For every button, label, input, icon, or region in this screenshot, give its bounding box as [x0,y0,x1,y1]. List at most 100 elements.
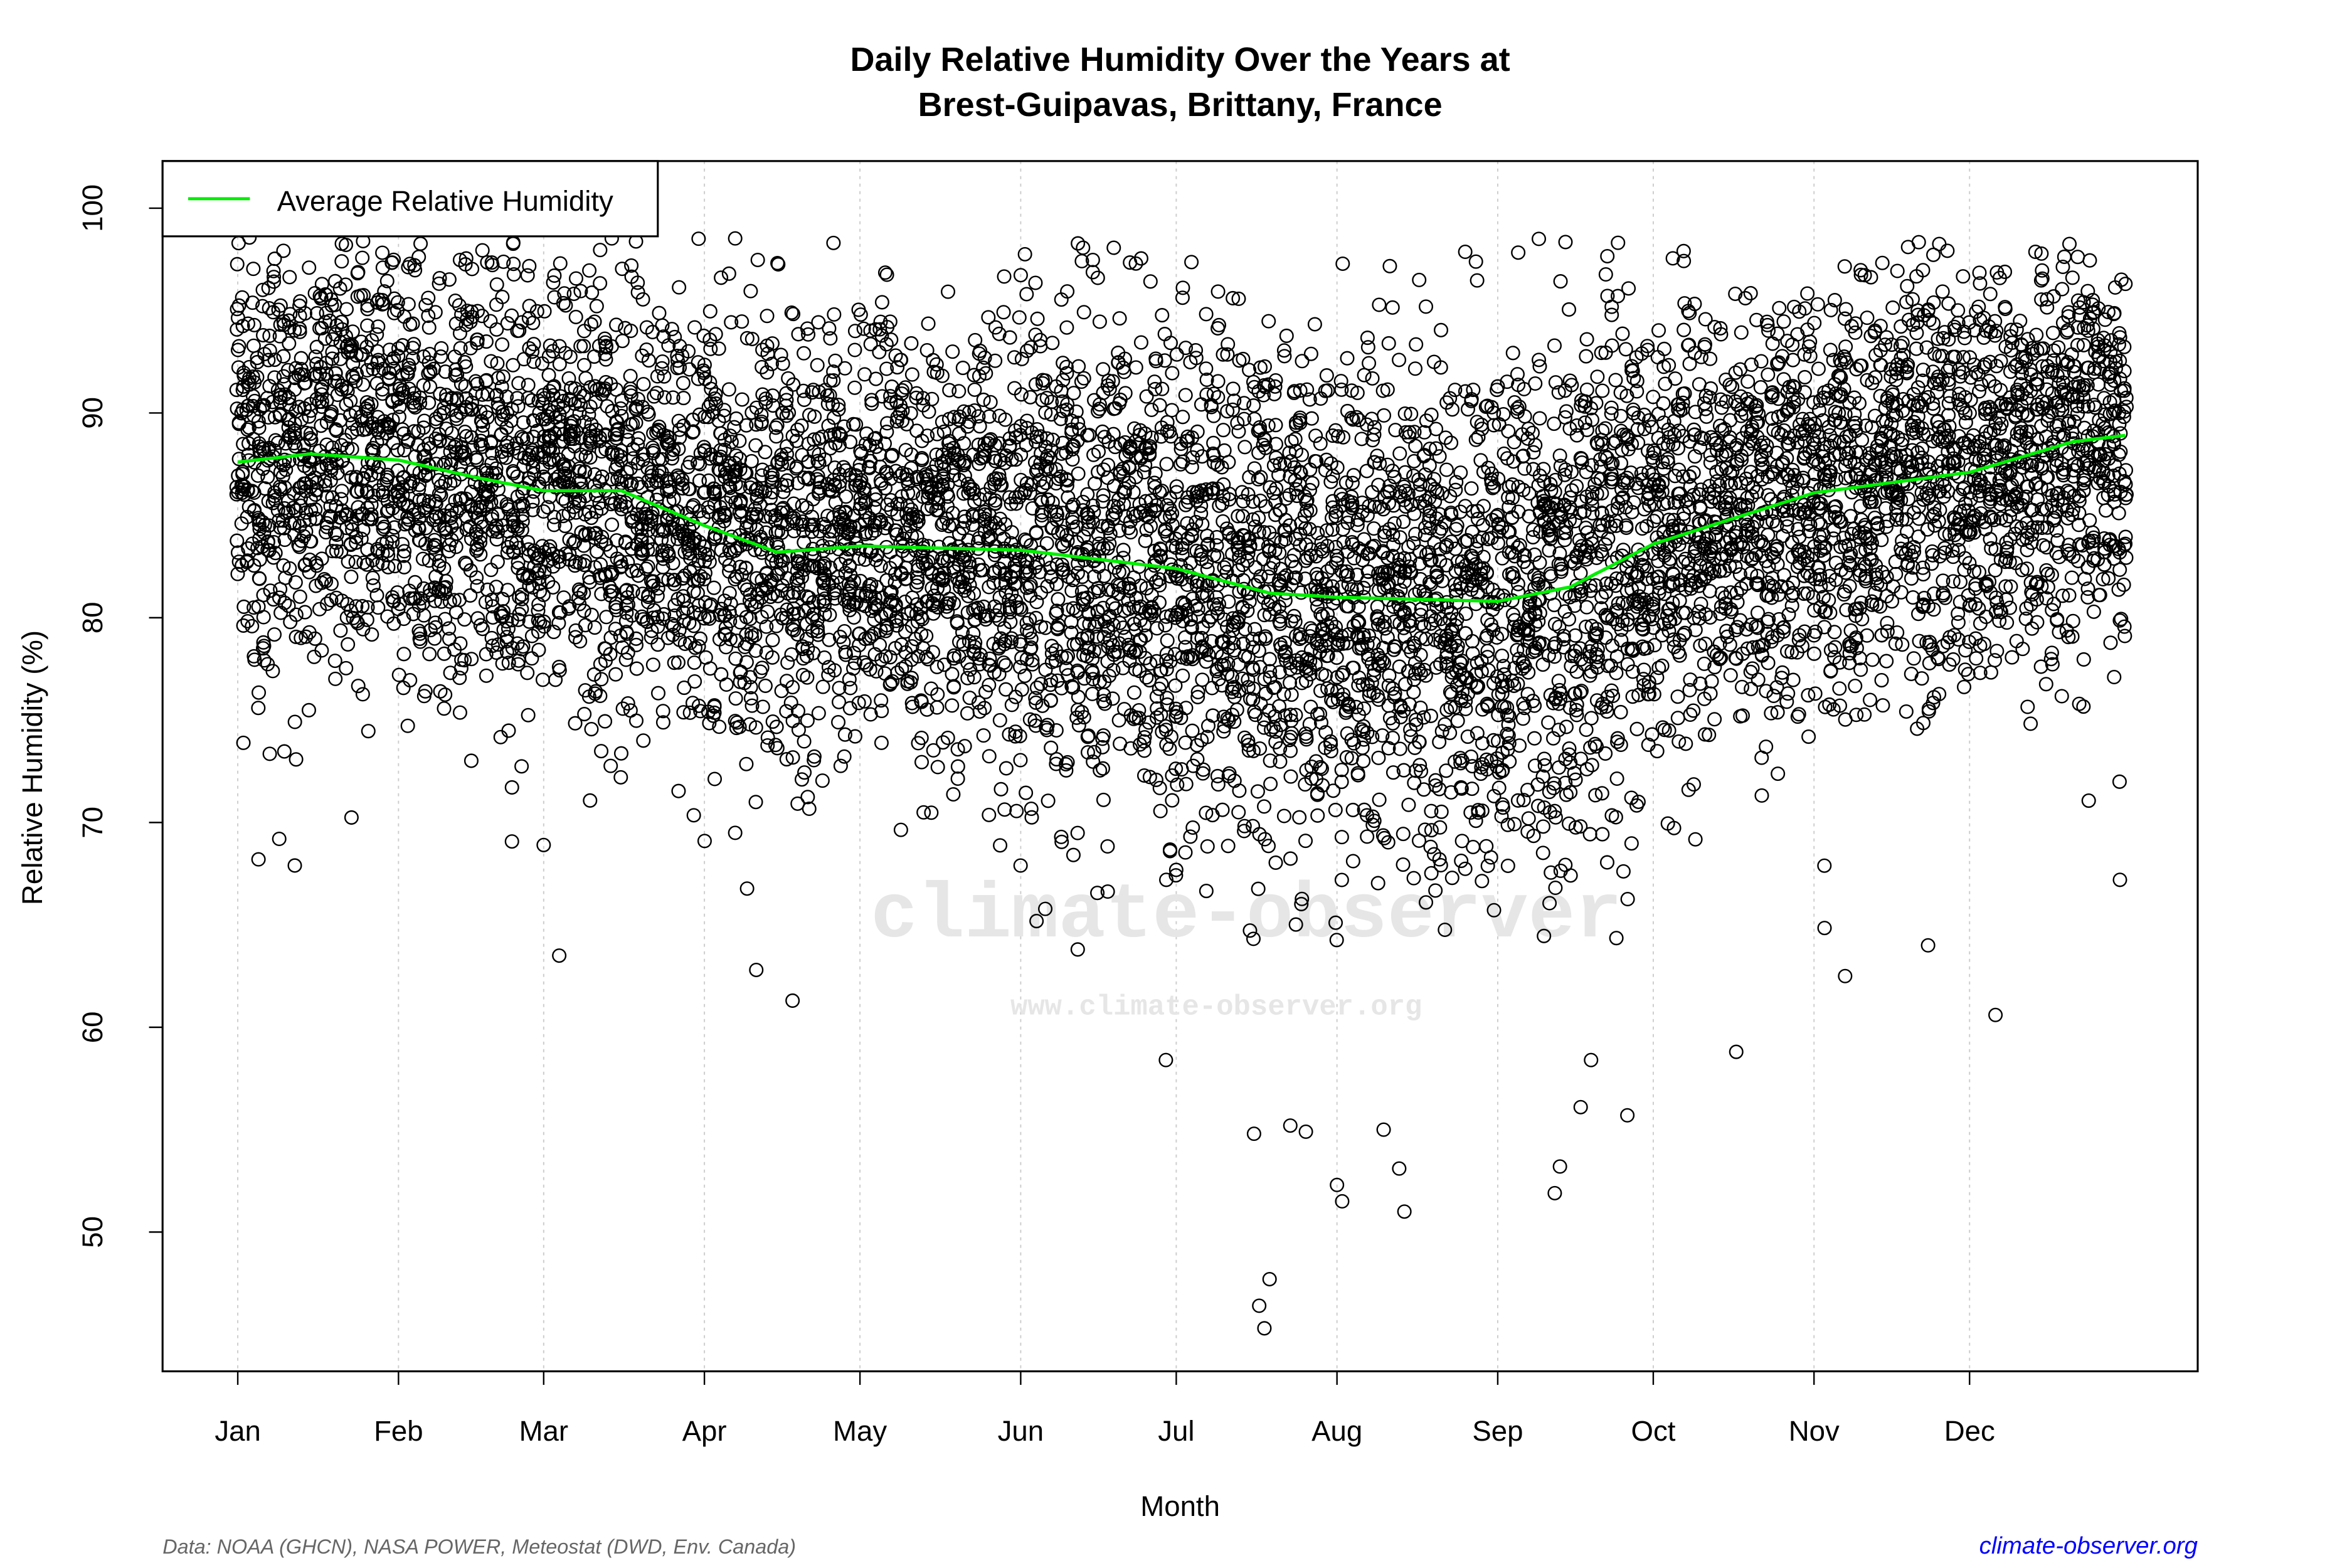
data-point [1269,418,1283,432]
data-point [816,774,829,787]
data-point [476,244,489,257]
data-point [1293,811,1306,824]
data-point [922,317,935,331]
data-point [630,662,644,675]
data-point [931,428,944,441]
data-point [1232,806,1245,819]
data-point [494,731,507,744]
data-point [1347,855,1360,868]
data-point [1373,793,1386,807]
data-point [801,671,814,684]
data-point [1041,537,1054,550]
data-point [1030,527,1043,540]
data-point [1285,688,1298,701]
data-point [984,396,997,409]
data-point [677,376,690,389]
data-point [704,305,717,318]
data-point [594,243,607,257]
data-point [341,638,354,651]
data-point [1179,736,1192,750]
data-point [289,576,302,589]
data-point [988,494,1002,507]
data-point [521,269,534,282]
data-point [983,750,996,763]
data-point [1029,277,1042,290]
data-point [521,666,534,679]
data-point [1358,369,1371,382]
data-point [988,497,1002,511]
data-point [1158,354,1172,367]
data-point [423,647,436,660]
data-point [832,716,845,729]
data-point [465,755,478,768]
data-point [464,589,477,602]
data-point [588,315,601,329]
scatter-points [230,231,2133,1335]
data-point [583,794,596,807]
data-point [1320,369,1333,382]
data-point [1366,372,1379,385]
data-point [598,715,612,728]
data-point [345,811,358,824]
data-point [278,745,291,758]
data-point [1158,327,1172,341]
data-point [1161,634,1174,647]
data-point [637,378,650,391]
data-point [667,492,681,506]
data-point [453,706,467,719]
data-point [1201,840,1214,853]
data-point [672,281,686,294]
data-point [1386,301,1399,314]
data-point [523,260,536,273]
data-point [502,724,516,738]
data-point [624,369,637,383]
data-point [526,652,539,665]
data-point [977,729,990,742]
data-point [759,445,772,458]
data-point [708,773,721,786]
data-point [1163,742,1176,755]
data-point [1180,778,1193,791]
data-point [1335,775,1348,788]
data-point [1263,653,1276,666]
data-point [485,563,498,576]
data-point [1150,622,1163,635]
data-point [894,824,908,837]
data-point [951,772,965,785]
data-point [1184,830,1197,844]
data-point [302,704,315,717]
data-point [1144,275,1157,288]
data-point [532,644,546,657]
data-point [340,303,353,316]
data-point [1155,309,1168,322]
data-point [1176,669,1189,682]
data-point [1274,755,1287,768]
data-point [906,368,919,381]
data-point [247,262,260,275]
data-point [294,590,307,603]
data-point [522,379,535,392]
data-point [1397,827,1410,840]
data-point [729,827,742,840]
data-point [345,570,358,583]
data-point [1179,389,1192,402]
data-point [848,381,861,395]
data-point [593,277,607,290]
data-point [336,485,349,498]
data-point [1372,751,1385,765]
chart-subtitle: Brest-Guipavas, Brittany, France [918,86,1443,124]
data-point [750,795,763,808]
data-point [1381,383,1394,396]
data-point [1067,849,1080,862]
data-point [1019,787,1032,800]
data-point [787,497,800,511]
data-point [277,245,290,258]
data-point [931,660,944,674]
data-point [1113,312,1126,325]
data-point [637,734,650,747]
data-point [827,236,840,250]
data-point [1283,676,1296,689]
data-point [233,299,246,312]
data-point [588,621,601,634]
data-point [583,264,596,277]
